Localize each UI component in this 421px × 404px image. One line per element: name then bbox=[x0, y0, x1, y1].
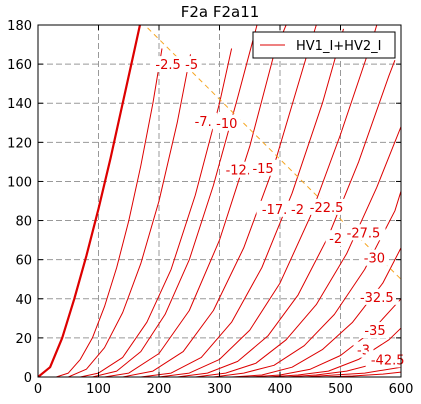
curve-label-group: -2.5 bbox=[150, 56, 187, 73]
x-tick-label: 400 bbox=[268, 382, 293, 397]
y-tick-label: 80 bbox=[15, 215, 32, 230]
curve-label-group: -10 bbox=[212, 114, 241, 132]
curve-label: -5 bbox=[185, 58, 198, 73]
curve-label-bg bbox=[212, 114, 241, 131]
curve-label: -2 bbox=[291, 203, 304, 218]
curve-label-bg bbox=[325, 230, 346, 247]
curve-label-group: -2 bbox=[325, 230, 346, 247]
curve-label-bg bbox=[304, 198, 349, 215]
curve-series-2 bbox=[68, 54, 191, 377]
y-tick-label: 60 bbox=[15, 254, 32, 269]
y-tick-label: 180 bbox=[7, 19, 32, 34]
curve-labels: -2.5 -5 -7. -10 -12. -15 -17. -2 -22.5 -2 -27.5 -30… bbox=[150, 56, 410, 368]
curve-label-group: -12. bbox=[220, 161, 257, 179]
curve-series bbox=[38, 25, 401, 377]
curve-series-1 bbox=[56, 48, 163, 377]
curve-label-bg bbox=[220, 161, 257, 178]
x-tick-label: 300 bbox=[207, 382, 232, 397]
curve-series-6 bbox=[122, 25, 317, 377]
curve-label: -15 bbox=[252, 162, 273, 177]
curve-label: -22.5 bbox=[310, 201, 344, 216]
curve-label-group: -22.5 bbox=[304, 198, 349, 216]
curve-label-group: -42.5 bbox=[365, 351, 410, 368]
legend-label: HV1_I+HV2_I bbox=[296, 39, 381, 54]
y-tick-label: 40 bbox=[15, 293, 32, 308]
curve-label-group: -30 bbox=[360, 249, 389, 267]
curve-label-bg bbox=[189, 112, 218, 129]
curve-series-5 bbox=[104, 25, 287, 377]
legend: HV1_I+HV2_I bbox=[252, 31, 396, 59]
curve-label: -2.5 bbox=[155, 58, 180, 73]
curve-label: -17. bbox=[262, 203, 287, 218]
curve-label-bg bbox=[150, 56, 187, 73]
curve-label-bg bbox=[360, 249, 389, 266]
x-tick-label: 100 bbox=[86, 382, 111, 397]
curve-label-group: -5 bbox=[181, 56, 202, 73]
x-tick-label: 600 bbox=[389, 382, 414, 397]
curve-label-group: -32.5 bbox=[354, 288, 399, 306]
curve-label-group: -7. bbox=[189, 112, 218, 130]
y-tick-label: 0 bbox=[24, 371, 32, 386]
curve-label-group: -17. bbox=[256, 200, 293, 218]
curve-label: -10 bbox=[216, 117, 237, 132]
x-tick-label: 500 bbox=[328, 382, 353, 397]
curve-series-9 bbox=[177, 60, 396, 377]
curve-label: -12. bbox=[226, 164, 251, 179]
curve-label-group: -2 bbox=[287, 200, 308, 218]
curve-series-11 bbox=[213, 191, 401, 377]
curve-label-bg bbox=[354, 288, 399, 305]
curve-series-14 bbox=[267, 327, 401, 377]
curve-label: -35 bbox=[364, 324, 385, 339]
curve-label-group: -15 bbox=[249, 159, 278, 177]
curve-series-8 bbox=[158, 25, 378, 377]
curve-label-bg bbox=[181, 56, 202, 73]
curve-label-bg bbox=[256, 200, 293, 217]
curve-label: -30 bbox=[364, 252, 385, 267]
curve-label-bg bbox=[341, 224, 386, 241]
y-tick-label: 140 bbox=[7, 97, 32, 112]
curve-label: -7. bbox=[195, 115, 212, 130]
curve-label: -32.5 bbox=[360, 291, 394, 306]
chart-title: F2a F2a11 bbox=[181, 3, 260, 21]
curve-label-group: -35 bbox=[360, 322, 389, 339]
curve-series-10 bbox=[195, 126, 401, 377]
curve-label: -27.5 bbox=[347, 226, 381, 241]
curve-series-4 bbox=[92, 25, 258, 377]
y-tick-label: 120 bbox=[7, 136, 32, 151]
curve-series-0 bbox=[38, 25, 142, 377]
curve-label-bg bbox=[287, 200, 308, 217]
curve-label-group: -27.5 bbox=[341, 224, 386, 241]
y-tick-label: 100 bbox=[7, 175, 32, 190]
y-tick-label: 20 bbox=[15, 332, 32, 347]
y-tick-label: 160 bbox=[7, 58, 32, 73]
curve-series-12 bbox=[231, 247, 401, 377]
curve-series-16 bbox=[304, 366, 401, 377]
x-tick-label: 200 bbox=[147, 382, 172, 397]
x-tick-label: 0 bbox=[34, 382, 42, 397]
curve-label: -42.5 bbox=[371, 353, 405, 368]
curve-label-bg bbox=[249, 159, 278, 176]
axis-ticks: 0 100 200 300 400 500 600 0 20 40 60 80 100 120 140 160… bbox=[7, 19, 413, 397]
curve-label-bg bbox=[360, 322, 389, 339]
curve-label-bg bbox=[365, 351, 410, 368]
curve-series-7 bbox=[140, 28, 344, 377]
curve-label: -2 bbox=[329, 232, 342, 247]
